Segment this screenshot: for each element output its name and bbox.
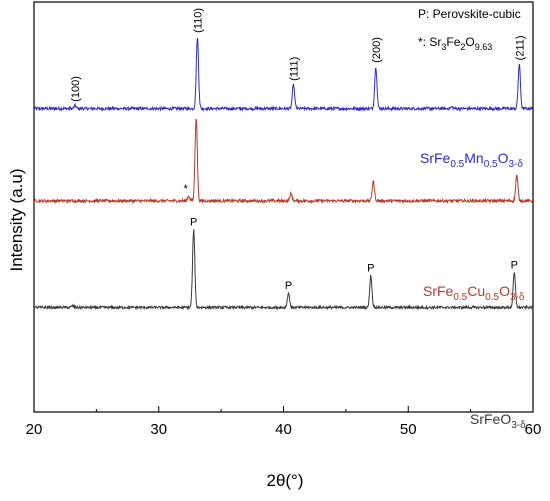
plot-frame: [33, 1, 534, 413]
y-axis-title: Intensity (a.u): [7, 169, 26, 272]
series-label-subscript: 0.5: [484, 159, 498, 170]
series-line: [33, 118, 534, 205]
series-line: [33, 229, 534, 311]
series-label-text: Cu: [467, 283, 485, 299]
legend-star-prefix: *: Sr: [418, 35, 441, 49]
legend-star-mid2: O: [465, 35, 474, 49]
series-label-text: O: [498, 150, 509, 166]
legend-star-sub3: 9.63: [475, 42, 493, 52]
legend-star-sub2: 2: [460, 42, 465, 52]
x-axis-ticks: 20 30 40 50 60: [26, 406, 542, 438]
peak-label: (100): [70, 76, 82, 102]
x-tick-label: 20: [26, 421, 43, 438]
peak-label: (111): [288, 57, 300, 81]
peak-label: P: [190, 217, 197, 229]
x-tick-label: 50: [400, 421, 417, 438]
plot-border: [33, 1, 534, 413]
series-label: SrFe0.5Cu0.5O3-δ: [423, 283, 525, 303]
series-label: SrFeO3-δ: [470, 411, 526, 431]
series-label-subscript: 3-δ: [510, 292, 525, 303]
x-tick-label: 30: [150, 421, 167, 438]
series-label-text: SrFeO: [470, 411, 511, 427]
x-tick-label: 40: [275, 421, 292, 438]
peak-label: P: [367, 262, 374, 274]
peak-label: P: [511, 260, 518, 272]
legend-star-mid1: Fe: [446, 35, 460, 49]
peak-label: (200): [371, 37, 383, 63]
series-label-subscript: 0.5: [450, 159, 464, 170]
peak-label: (211): [514, 35, 526, 60]
series-label-subscript: 0.5: [453, 292, 467, 303]
legend-perovskite: P: Perovskite-cubic: [418, 7, 521, 21]
series-label-subscript: 0.5: [485, 292, 499, 303]
x-axis-title: 2θ(°): [266, 471, 303, 490]
series-label-text: SrFe: [423, 283, 454, 299]
peak-label: *: [184, 183, 189, 195]
series-label-text: O: [499, 283, 510, 299]
peak-label: (110): [192, 8, 204, 33]
legend-secondary-phase: *: Sr3Fe2O9.63: [418, 35, 492, 52]
series-label-text: Mn: [464, 150, 483, 166]
series-line: [33, 37, 534, 112]
series-label-subscript: 3-δ: [511, 420, 526, 431]
legend-star-sub1: 3: [441, 42, 446, 52]
series-layer: [33, 37, 534, 311]
series-label-subscript: 3-δ: [509, 159, 524, 170]
peak-label: P: [285, 280, 292, 292]
peak-labels: (100) (110) (111) (200) (211) * P P P P: [70, 8, 526, 292]
series-label-text: SrFe: [420, 150, 451, 166]
x-tick-label: 60: [525, 421, 542, 438]
series-label: SrFe0.5Mn0.5O3-δ: [420, 150, 523, 170]
